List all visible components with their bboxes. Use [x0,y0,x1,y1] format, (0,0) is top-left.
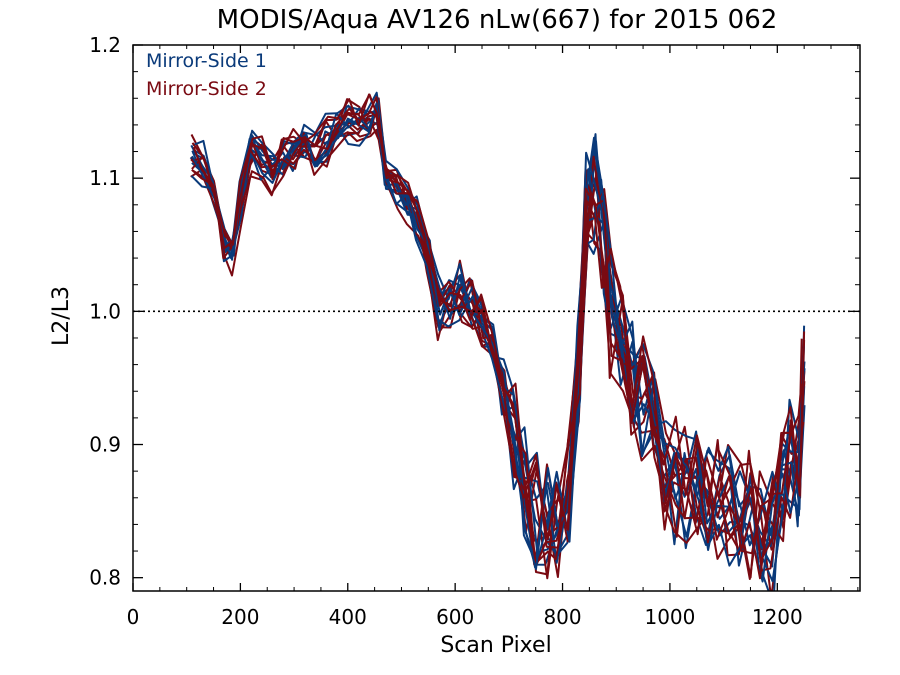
series-line-mirror-side-1 [190,102,805,583]
x-axis: 0 200 400 600 800 1000 1200 [127,45,859,629]
x-tick-label: 0 [127,605,140,629]
legend: Mirror-Side 1 Mirror-Side 2 [146,50,267,100]
x-tick-label: 200 [221,605,259,629]
y-axis: 0.8 0.9 1.0 1.1 1.2 [89,33,860,590]
series-line-mirror-side-2 [191,93,806,563]
y-tick-label: 1.0 [89,299,121,323]
y-tick-label: 1.2 [89,33,121,57]
x-tick-label: 600 [436,605,474,629]
x-tick-label: 800 [543,605,581,629]
plot-frame [132,44,861,592]
y-tick-label: 0.8 [89,566,121,590]
y-tick-label: 1.1 [89,166,121,190]
x-tick-label: 1000 [644,605,695,629]
chart-title: MODIS/Aqua AV126 nLw(667) for 2015 062 [217,5,778,35]
legend-entry-mirror-side-2: Mirror-Side 2 [146,78,267,100]
x-tick-label: 1200 [752,605,803,629]
y-tick-label: 0.9 [89,433,121,457]
y-axis-label: L2/L3 [49,286,74,346]
x-tick-label: 400 [329,605,367,629]
legend-entry-mirror-side-1: Mirror-Side 1 [146,50,267,72]
x-axis-label: Scan Pixel [440,633,551,658]
series-lines [189,91,806,591]
